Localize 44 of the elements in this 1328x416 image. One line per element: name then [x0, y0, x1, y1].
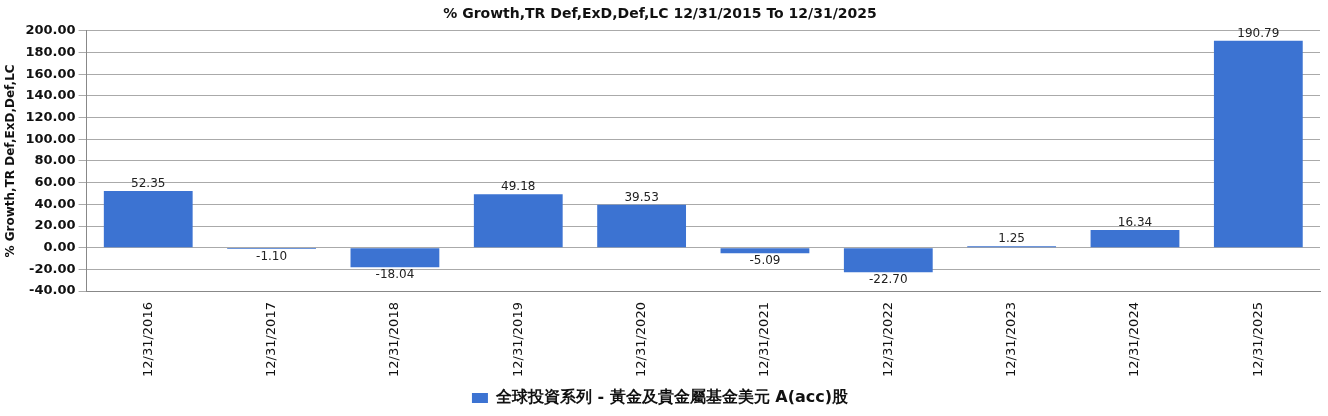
- data-label: 52.35: [131, 176, 166, 191]
- x-tick-label: 12/31/2024: [1126, 302, 1142, 378]
- bar: [103, 190, 193, 248]
- y-tick-label: 60.00: [34, 174, 76, 189]
- bar: [1090, 229, 1180, 248]
- x-tick-label: 12/31/2017: [262, 302, 278, 378]
- bar: [597, 204, 687, 248]
- y-tick-label: 40.00: [34, 195, 76, 211]
- data-label: -22.70: [868, 272, 908, 287]
- x-tick-label: 12/31/2019: [509, 302, 525, 378]
- data-label: 1.25: [998, 231, 1025, 246]
- chart-title: % Growth,TR Def,ExD,Def,LC 12/31/2015 To 12/31/2025: [443, 5, 877, 22]
- x-tick-label: 12/31/2023: [1003, 302, 1019, 378]
- data-label: 39.53: [624, 189, 659, 204]
- data-label: -1.10: [256, 249, 288, 264]
- y-tick-label: 180.00: [25, 43, 76, 59]
- bar: [1213, 40, 1303, 248]
- data-label: 190.79: [1237, 25, 1280, 40]
- bar: [473, 194, 563, 248]
- data-label: 16.34: [1117, 215, 1153, 230]
- data-label: -18.04: [375, 267, 415, 282]
- x-tick-label: 12/31/2016: [139, 302, 155, 378]
- x-tick-label: 12/31/2021: [756, 302, 772, 378]
- y-tick-label: 100.00: [25, 130, 76, 146]
- x-tick-label: 12/31/2022: [879, 302, 895, 378]
- bar: [350, 248, 440, 268]
- y-tick-label: 200.00: [25, 22, 76, 38]
- x-tick-label: 12/31/2020: [632, 302, 648, 378]
- y-tick-label: -20.00: [29, 260, 76, 276]
- y-tick-label: 160.00: [25, 65, 76, 81]
- y-tick-label: 140.00: [25, 87, 76, 103]
- y-tick-label: 80.00: [34, 152, 76, 168]
- x-tick-label: 12/31/2025: [1249, 302, 1265, 378]
- y-tick-label: 120.00: [25, 108, 76, 124]
- y-tick-label: 0.00: [43, 239, 76, 255]
- legend-label: 全球投資系列 - 黃金及貴金屬基金美元 A(acc)股: [494, 387, 850, 407]
- y-tick-label: 20.00: [34, 217, 76, 233]
- bar: [843, 248, 933, 273]
- data-label: -5.09: [749, 253, 781, 268]
- x-tick-label: 12/31/2018: [386, 302, 402, 378]
- data-label: 49.18: [501, 179, 536, 194]
- bar: [720, 248, 810, 254]
- y-tick-label: -40.00: [29, 282, 76, 298]
- y-axis-title: % Growth,TR Def,ExD,Def,LC: [3, 64, 18, 258]
